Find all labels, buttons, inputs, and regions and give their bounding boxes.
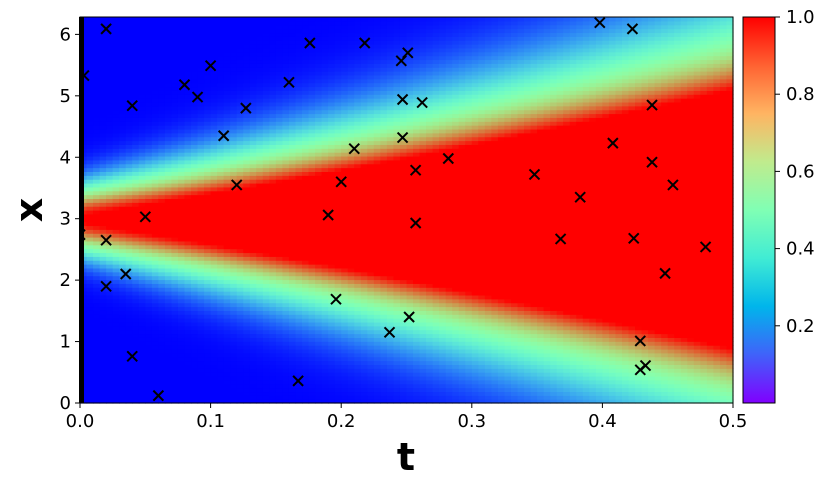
marker-point	[80, 228, 86, 241]
left-boundary-bar	[79, 17, 84, 403]
marker-point	[292, 375, 304, 387]
marker-point	[383, 326, 396, 339]
marker-point	[283, 76, 295, 89]
colorbar-tick-label: 0.2	[786, 316, 815, 337]
y-tick-label: 2	[60, 270, 71, 291]
y-tick-label: 1	[60, 332, 71, 353]
marker-point	[528, 168, 541, 181]
marker-point	[403, 311, 415, 323]
heatmap-field	[80, 17, 734, 404]
marker-point	[322, 209, 334, 221]
marker-point	[628, 232, 640, 245]
y-axis-ticks: 0 1 2 3 4 5 6	[60, 24, 80, 414]
marker-point	[594, 17, 606, 29]
marker-point	[217, 130, 230, 142]
colorbar-tick-label: 0.6	[786, 161, 815, 182]
marker-point	[240, 102, 252, 114]
marker-point	[178, 79, 191, 91]
marker-point	[80, 69, 90, 82]
marker-point	[395, 55, 407, 67]
y-tick-label: 6	[60, 24, 71, 45]
colorbar-tick-label: 0.8	[786, 84, 815, 105]
marker-point	[100, 234, 112, 246]
y-tick-label: 5	[60, 86, 71, 107]
x-axis-ticks: 0.0 0.1 0.2 0.3 0.4 0.5	[66, 403, 748, 432]
marker-point	[402, 47, 414, 59]
marker-point	[120, 268, 132, 280]
marker-point	[152, 389, 165, 402]
colorbar	[742, 16, 776, 404]
marker-point	[416, 96, 428, 109]
marker-point	[204, 60, 217, 72]
y-tick-label: 3	[60, 209, 71, 230]
x-tick-label: 0.1	[196, 411, 225, 432]
x-tick-label: 0.5	[719, 411, 748, 432]
marker-point	[100, 23, 112, 35]
marker-point	[126, 350, 138, 363]
marker-point	[304, 37, 316, 49]
marker-point	[699, 241, 712, 253]
marker-point	[646, 99, 658, 111]
x-tick-label: 0.3	[457, 411, 486, 432]
marker-point	[554, 233, 567, 245]
marker-point	[330, 293, 342, 305]
marker-point	[335, 176, 347, 188]
marker-point	[574, 191, 586, 203]
x-axis-title: t	[397, 435, 415, 479]
plot-frame	[79, 16, 734, 404]
collocation-markers	[80, 17, 712, 402]
marker-point	[126, 99, 138, 112]
y-tick-label: 4	[60, 147, 71, 168]
marker-point	[659, 267, 671, 280]
x-tick-label: 0.2	[327, 411, 356, 432]
marker-point	[634, 335, 646, 347]
x-tick-label: 0.4	[588, 411, 617, 432]
marker-point	[191, 91, 204, 103]
marker-point	[348, 142, 360, 155]
marker-point	[359, 37, 371, 49]
marker-point	[607, 137, 619, 149]
marker-point	[231, 179, 243, 191]
marker-point	[409, 217, 422, 229]
x-tick-label: 0.0	[66, 411, 95, 432]
marker-point	[396, 93, 409, 106]
colorbar-tick-label: 0.4	[786, 239, 815, 260]
colorbar-tick-label: 1.0	[786, 7, 815, 28]
y-tick-label: 0	[60, 393, 71, 414]
marker-point	[639, 359, 652, 372]
marker-point	[667, 179, 679, 191]
marker-point	[396, 131, 409, 144]
marker-point	[100, 280, 112, 292]
y-axis-title: x	[7, 198, 51, 223]
colorbar-ticks: 0.2 0.4 0.6 0.8 1.0	[775, 7, 815, 337]
marker-point	[139, 211, 152, 223]
marker-point	[409, 164, 422, 176]
marker-point	[646, 156, 658, 168]
marker-point	[626, 23, 639, 35]
marker-point	[442, 152, 454, 165]
